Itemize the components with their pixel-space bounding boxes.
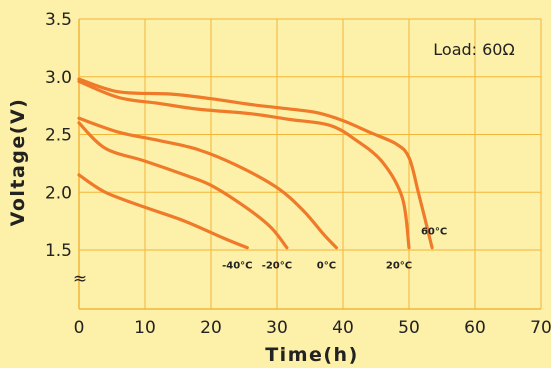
series-lines xyxy=(77,77,434,250)
tick-labels: 0 10 20 30 40 50 60 70 1.5 2.0 2.5 3.0 3.5 xyxy=(45,10,551,338)
x-tick-label: 60 xyxy=(464,318,486,338)
y-tick-label: 3.0 xyxy=(45,68,72,88)
x-axis-title: Time(h) xyxy=(265,344,359,366)
axis-break-symbol: ≈ xyxy=(73,269,87,289)
load-annotation: Load: 60Ω xyxy=(433,40,514,59)
series-line xyxy=(77,77,434,250)
y-tick-label: 2.0 xyxy=(45,183,72,203)
series-line xyxy=(77,116,338,250)
series-label: 60°C xyxy=(421,227,447,238)
series-label: 20°C xyxy=(386,261,412,272)
y-tick-label: 3.5 xyxy=(45,10,72,30)
series-line xyxy=(77,173,249,250)
x-tick-label: 0 xyxy=(74,318,85,338)
x-tick-label: 10 xyxy=(134,318,156,338)
y-tick-label: 1.5 xyxy=(45,241,72,261)
series-labels: -40°C -20°C 0°C 20°C 60°C xyxy=(222,227,447,272)
x-tick-label: 50 xyxy=(398,318,420,338)
series-label: -20°C xyxy=(262,261,292,272)
series-label: 0°C xyxy=(317,261,336,272)
y-axis-title: Voltage(V) xyxy=(7,98,29,227)
grid xyxy=(78,18,542,310)
series-line xyxy=(77,121,289,250)
x-tick-label: 30 xyxy=(266,318,288,338)
x-tick-label: 20 xyxy=(200,318,222,338)
x-tick-label: 40 xyxy=(332,318,354,338)
series-line xyxy=(77,79,411,250)
y-tick-label: 2.5 xyxy=(45,126,72,146)
x-tick-label: 70 xyxy=(530,318,551,338)
series-label: -40°C xyxy=(222,261,252,272)
